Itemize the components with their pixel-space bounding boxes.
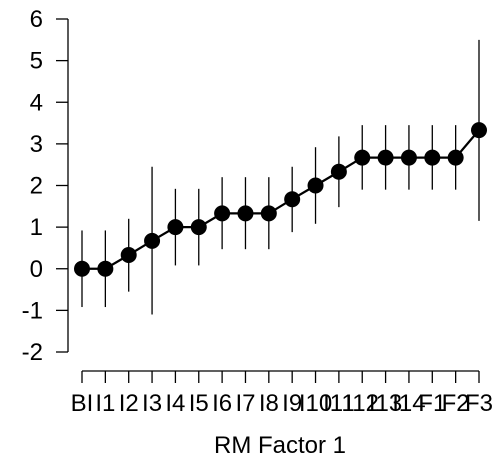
x-tick-label: I3 [142,390,162,417]
x-tick-label: I2 [119,390,139,417]
y-tick-label: 4 [30,89,43,116]
x-axis-title: RM Factor 1 [214,432,346,459]
y-tick-label: 5 [30,48,43,75]
x-tick-label: F1 [418,390,446,417]
data-point [167,219,184,236]
x-tick-label: I5 [189,390,209,417]
data-points [74,122,487,277]
x-tick-label: I14 [392,390,425,417]
data-point [354,149,371,166]
x-tick-label: F2 [442,390,470,417]
data-point [307,177,324,194]
x-tick-label: I13 [369,390,402,417]
data-point [471,122,487,139]
y-tick-label: -2 [22,339,43,366]
data-point [260,205,277,222]
y-tick-label: 3 [30,131,43,158]
data-point [377,149,394,166]
data-point [74,260,90,277]
data-point [214,205,231,222]
data-point [144,232,161,249]
data-point [237,205,254,222]
x-tick-label: I1 [95,390,115,417]
x-tick-label: I7 [235,390,255,417]
x-tick-label: I4 [165,390,185,417]
x-tick-label: I8 [259,390,279,417]
x-tick-label: I9 [282,390,302,417]
y-tick-label: 6 [30,6,43,33]
data-point [284,191,301,208]
x-axis: BI I1 I2 I3 I4 I5 I6 I7 I8 I9I10I11I12I13I14F1F2F… [71,370,493,417]
data-point [447,149,464,166]
x-tick-label: I10 [299,390,332,417]
x-tick-label: I11 [323,390,355,417]
series-line [82,129,480,270]
data-point [330,163,347,180]
y-tick-label: 0 [30,256,43,283]
x-tick-label: F3 [465,390,493,417]
x-tick-label: I12 [346,390,379,417]
x-tick-label: I6 [212,390,232,417]
y-tick-label: 1 [30,214,43,241]
y-tick-label: -1 [22,297,43,324]
data-point [97,260,114,277]
series-polyline [82,129,480,270]
error-bars [81,39,480,315]
data-point [120,247,137,264]
data-point [400,149,417,166]
y-tick-label: 2 [30,173,43,200]
y-axis: -2 -1 0 1 2 3 4 5 6 [22,6,69,366]
x-tick-label: BI [71,390,94,417]
data-point [424,149,441,166]
data-point [190,219,207,236]
